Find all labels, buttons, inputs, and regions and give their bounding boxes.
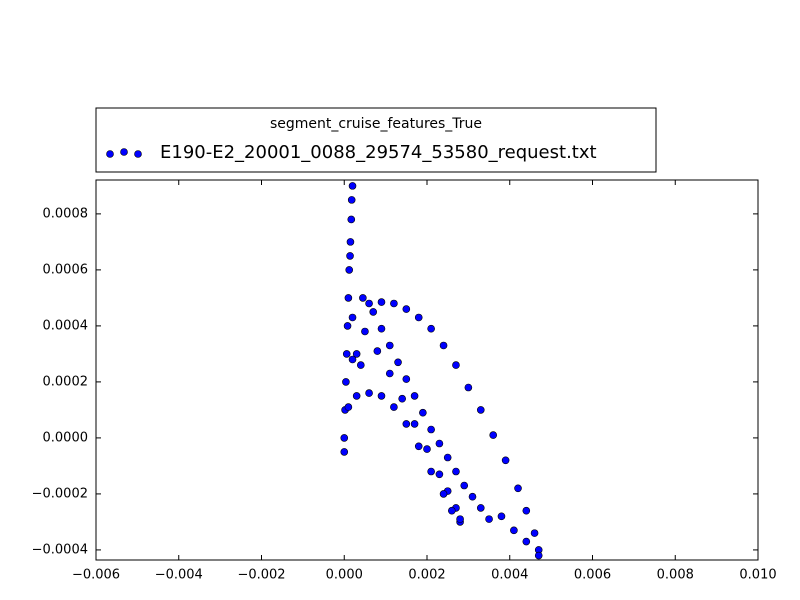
data-point: [340, 434, 349, 442]
data-point: [476, 406, 485, 414]
data-point: [402, 420, 411, 428]
legend-title: segment_cruise_features_True: [270, 116, 482, 132]
legend-label: E190-E2_20001_0088_29574_53580_request.t…: [160, 142, 597, 163]
legend-box: [95, 107, 657, 173]
data-point: [427, 467, 435, 476]
data-point: [365, 389, 373, 397]
data-point: [489, 431, 498, 439]
data-point: [497, 512, 506, 521]
data-point: [373, 347, 382, 355]
data-point: [359, 294, 367, 302]
data-point: [460, 481, 469, 490]
data-point: [414, 442, 423, 451]
data-point: [390, 403, 398, 411]
data-point: [377, 392, 386, 400]
data-point: [439, 341, 448, 350]
data-point: [443, 453, 452, 462]
y-tick-label: 0.0002: [43, 374, 89, 389]
data-point: [347, 196, 356, 204]
data-point: [456, 515, 464, 523]
data-point: [377, 298, 386, 306]
data-point: [410, 392, 419, 400]
x-tick-label: 0.004: [491, 568, 528, 583]
data-point: [427, 324, 435, 333]
data-point: [385, 341, 394, 350]
plot-area: [340, 182, 543, 560]
y-tick-label: 0.0008: [43, 206, 89, 221]
data-point: [348, 313, 357, 322]
data-point: [435, 439, 444, 448]
data-point: [464, 383, 473, 392]
x-tick-label: 0.002: [408, 568, 445, 583]
data-point: [448, 506, 456, 515]
y-tick-label: 0.0006: [43, 262, 89, 277]
data-point: [385, 369, 394, 378]
x-tick-label: −0.002: [237, 568, 285, 583]
data-point: [348, 355, 357, 364]
y-tick-label: 0.0004: [43, 318, 89, 333]
data-point: [361, 327, 369, 336]
data-point: [468, 492, 477, 501]
data-point: [347, 215, 356, 224]
data-point: [346, 252, 354, 260]
data-point: [522, 537, 531, 546]
data-point: [476, 504, 485, 512]
data-point: [356, 361, 365, 369]
data-point: [522, 506, 531, 515]
data-point: [390, 299, 398, 308]
data-point: [501, 456, 510, 465]
data-point: [343, 322, 352, 330]
data-point: [352, 350, 361, 358]
data-point: [439, 490, 448, 498]
x-tick-label: 0.006: [574, 568, 611, 583]
data-point: [402, 305, 411, 313]
data-point: [345, 266, 354, 274]
data-point: [452, 467, 460, 476]
data-point: [342, 378, 350, 386]
x-tick-label: −0.006: [72, 568, 120, 583]
y-tick-label: −0.0002: [32, 486, 88, 501]
data-point: [344, 294, 353, 302]
data-point: [394, 358, 402, 367]
data-point: [423, 445, 431, 453]
data-point: [427, 425, 435, 434]
legend-marker: [134, 150, 142, 158]
data-point: [344, 403, 353, 411]
legend-marker: [106, 150, 114, 158]
data-point: [452, 361, 460, 369]
data-point: [348, 182, 357, 190]
data-point: [419, 408, 427, 417]
data-point: [369, 308, 378, 316]
data-point: [485, 515, 493, 523]
data-point: [514, 484, 522, 493]
data-point: [402, 375, 411, 383]
y-tick-label: −0.0004: [32, 542, 88, 557]
data-point: [342, 350, 351, 358]
x-tick-label: 0.008: [657, 568, 694, 583]
data-point: [414, 313, 423, 322]
data-point: [377, 324, 386, 333]
data-point: [340, 448, 349, 456]
x-tick-label: 0.000: [326, 568, 363, 583]
data-point: [352, 392, 361, 400]
x-tick-label: −0.004: [155, 568, 203, 583]
data-point: [510, 526, 518, 535]
data-point: [530, 529, 539, 537]
data-point: [410, 420, 419, 428]
data-point: [534, 551, 543, 560]
y-tick-label: 0.0000: [43, 430, 89, 445]
data-point: [435, 470, 444, 479]
data-point: [365, 299, 373, 308]
x-tick-label: 0.010: [739, 568, 776, 583]
data-point: [346, 238, 355, 246]
legend-marker: [120, 148, 128, 156]
data-point: [398, 394, 406, 403]
